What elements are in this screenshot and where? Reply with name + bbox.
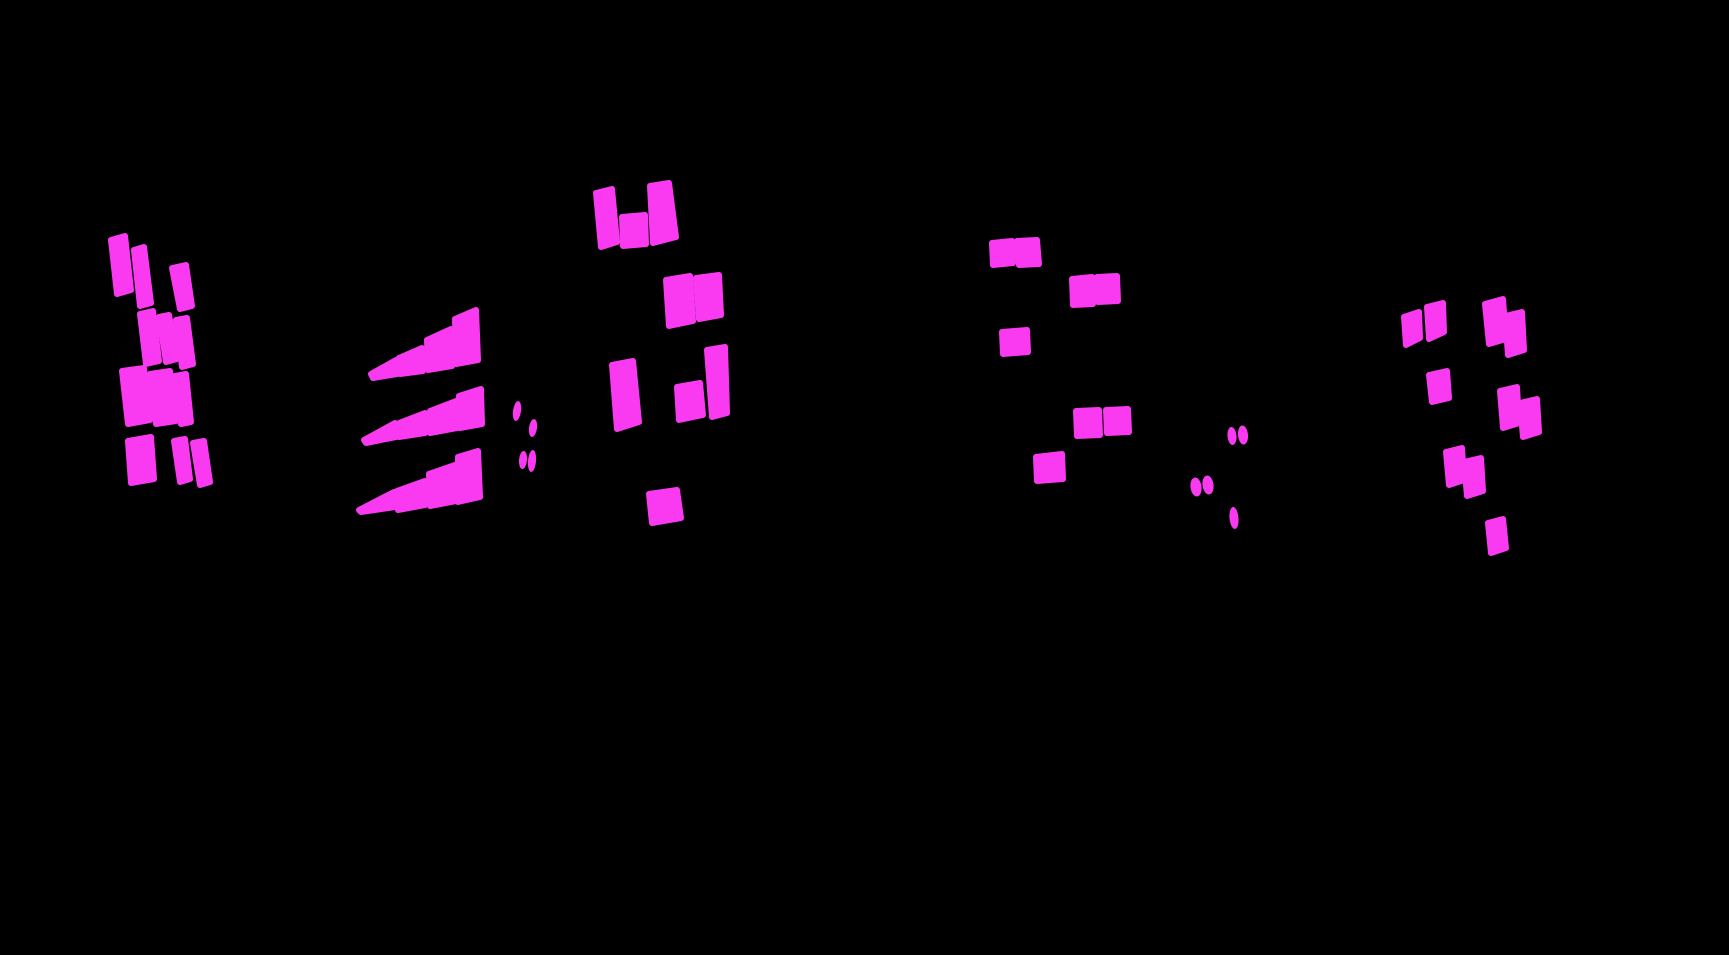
building-far-right-windows — [1401, 296, 1542, 556]
window-light-shape — [1426, 368, 1452, 405]
small-light-dot — [1202, 475, 1214, 495]
window-light-shape — [1461, 455, 1486, 499]
window-light-shape — [169, 262, 195, 312]
window-light-shape — [147, 368, 179, 427]
window-light-shape — [999, 327, 1031, 357]
window-light-shape — [424, 326, 455, 373]
window-light-shape — [1103, 406, 1132, 436]
window-light-shape — [108, 233, 134, 297]
window-light-shape — [1014, 237, 1042, 268]
window-light-shape — [356, 489, 398, 515]
window-light-shape — [368, 357, 400, 381]
window-light-shape — [1033, 451, 1066, 484]
window-light-shape — [171, 436, 193, 485]
window-light-shape — [137, 308, 162, 367]
building-center-windows — [593, 180, 730, 526]
window-light-shape — [394, 478, 428, 513]
small-light-dot — [1229, 507, 1239, 529]
window-light-shape — [396, 345, 426, 377]
window-light-shape — [1069, 274, 1096, 308]
small-light-dot — [518, 451, 528, 469]
small-light-dot — [512, 401, 522, 421]
window-light-shape — [609, 358, 642, 432]
window-light-shape — [156, 312, 180, 365]
window-light-shape — [427, 398, 460, 436]
window-light-shape — [1485, 516, 1509, 556]
window-light-shape — [190, 438, 213, 488]
window-light-shape — [131, 244, 154, 309]
small-light-dot — [1227, 427, 1237, 445]
window-light-shape — [456, 386, 485, 431]
small-light-dot — [528, 419, 538, 437]
window-light-shape — [1443, 445, 1467, 488]
window-light-shape — [646, 487, 684, 526]
small-light-dot — [1190, 477, 1202, 497]
window-light-shape — [1497, 384, 1522, 431]
window-light-shape — [455, 448, 483, 505]
window-light-shape — [173, 315, 196, 370]
window-light-shape — [619, 212, 649, 249]
window-light-shape — [647, 180, 679, 246]
window-light-shape — [452, 307, 481, 367]
window-light-shape — [1401, 309, 1423, 348]
small-light-dot — [527, 450, 537, 472]
window-light-shape — [361, 420, 399, 446]
window-light-shape — [674, 380, 706, 423]
window-light-shape — [1094, 273, 1121, 305]
building-left-perspective-windows — [356, 307, 485, 515]
window-light-shape — [396, 410, 428, 440]
window-light-shape — [593, 186, 620, 250]
small-lights-left-cluster — [512, 401, 538, 472]
building-far-left-windows — [108, 233, 213, 488]
window-light-shape — [693, 272, 724, 322]
small-light-dot — [1237, 425, 1249, 445]
window-light-shape — [1073, 407, 1103, 439]
window-light-shape — [119, 365, 153, 427]
building-right-square-windows — [989, 237, 1132, 484]
window-light-shape — [125, 434, 157, 486]
window-light-shape — [989, 238, 1016, 268]
small-lights-right-cluster — [1190, 425, 1249, 529]
window-light-shape — [704, 344, 730, 420]
window-light-shape — [663, 273, 696, 329]
window-light-shape — [172, 371, 194, 427]
window-light-shape — [1424, 300, 1447, 342]
window-light-shape — [426, 462, 459, 509]
window-light-shape — [1517, 396, 1542, 440]
window-light-shape — [1502, 309, 1527, 358]
